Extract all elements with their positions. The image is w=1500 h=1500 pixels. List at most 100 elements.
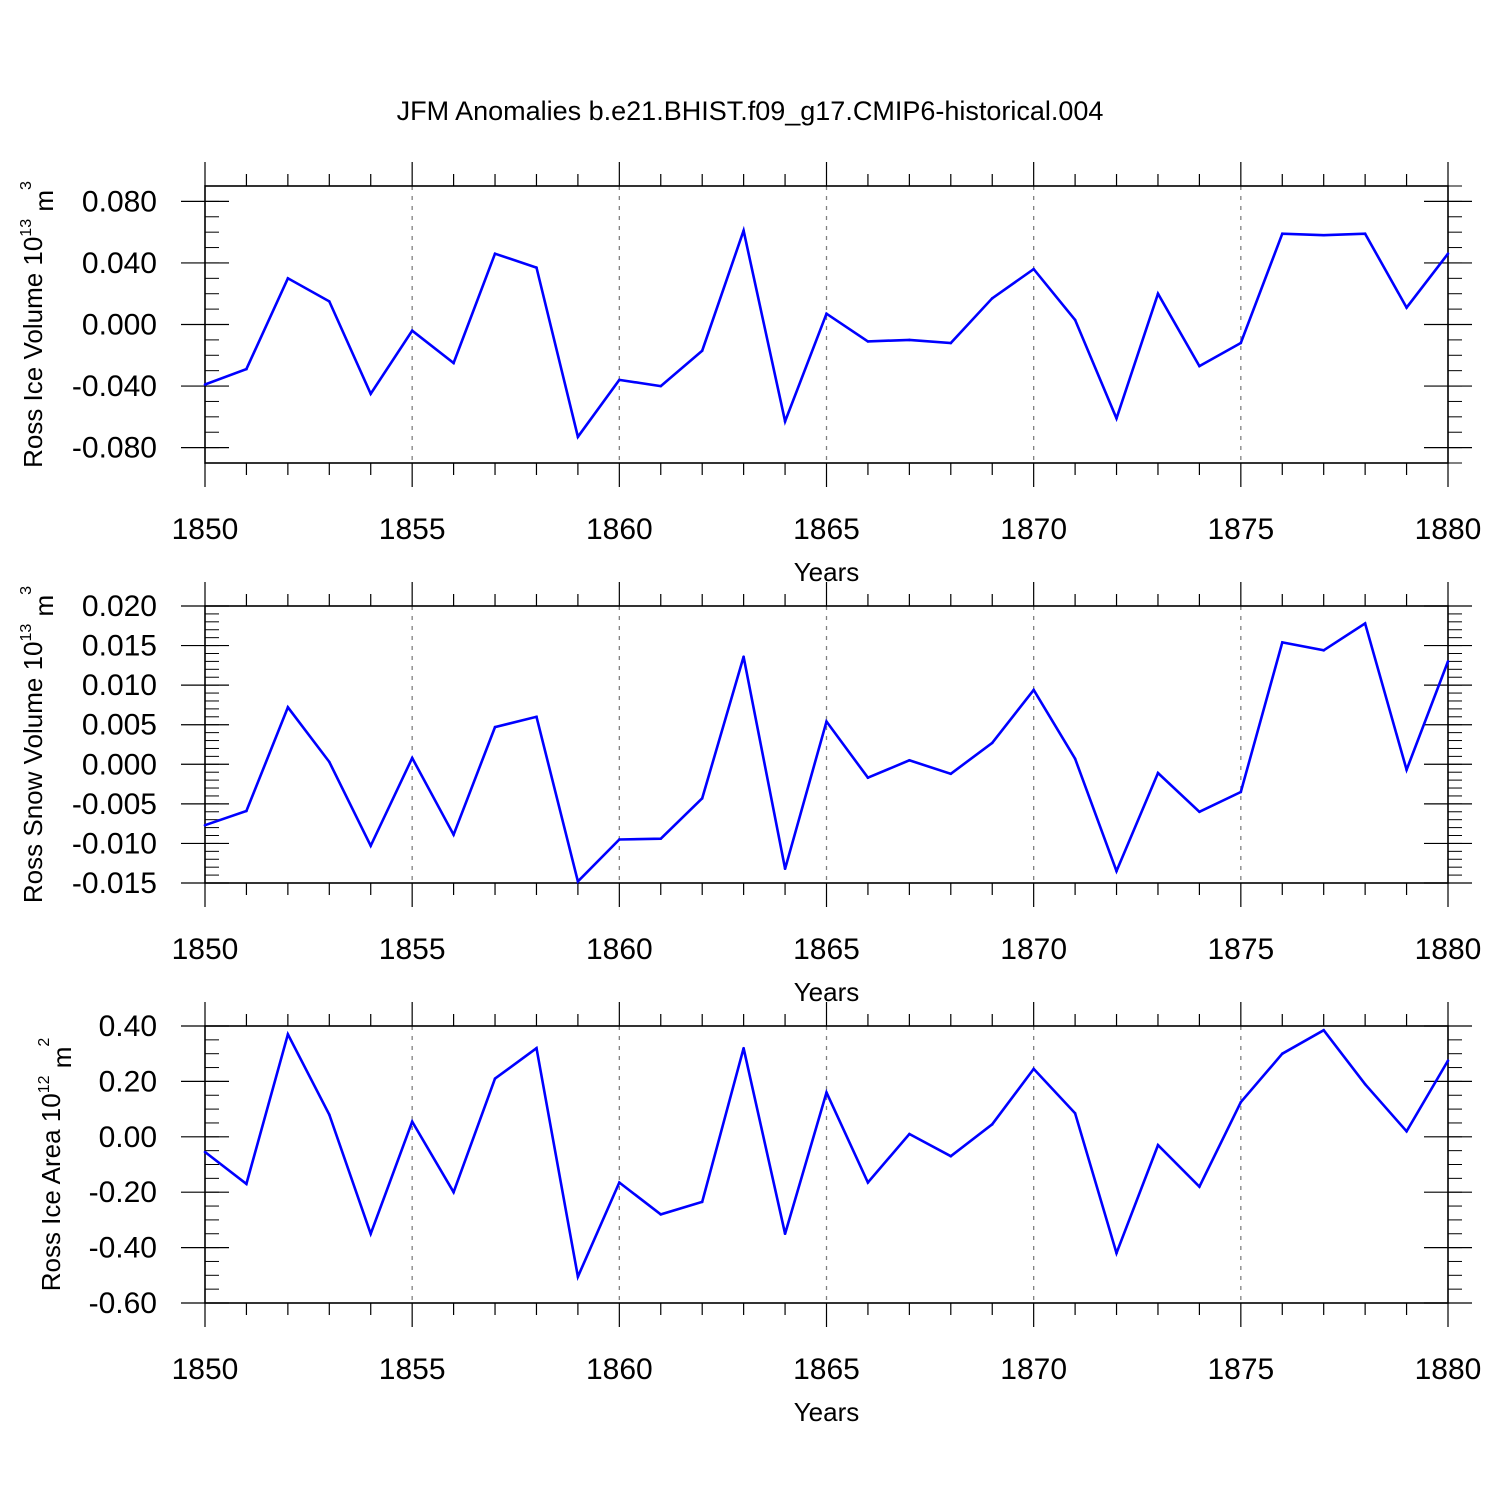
data-point (1363, 232, 1367, 236)
data-point (866, 340, 870, 343)
y-tick-label: -0.080 (72, 432, 157, 465)
x-tick-label: 1870 (1000, 933, 1067, 966)
data-point (369, 844, 373, 848)
data-point (1446, 1059, 1450, 1062)
y-tick-label: 0.040 (82, 247, 157, 280)
y-tick-label: -0.040 (72, 370, 157, 403)
data-point (1280, 232, 1284, 236)
data-point (203, 1150, 207, 1154)
data-point (1322, 649, 1325, 652)
data-point (328, 300, 331, 303)
data-point (866, 1181, 870, 1184)
data-point (1446, 660, 1450, 663)
data-point (535, 1046, 538, 1050)
data-point (286, 1033, 290, 1036)
data-point (742, 655, 745, 658)
x-tick-label: 1865 (793, 513, 860, 546)
x-tick-label: 1870 (1000, 1353, 1067, 1386)
data-point (328, 1113, 331, 1116)
data-point (493, 725, 497, 729)
data-point (825, 312, 828, 316)
x-tick-label: 1880 (1415, 1353, 1482, 1386)
data-point (286, 706, 290, 709)
x-tick-label: 1855 (379, 1353, 446, 1386)
x-tick-label: 1860 (586, 513, 653, 546)
data-point (1405, 306, 1408, 309)
y-tick-label: 0.00 (99, 1121, 157, 1154)
data-point (493, 1077, 497, 1080)
data-point (1115, 869, 1118, 873)
y-tick-label: 0.000 (82, 309, 157, 342)
data-point (1156, 771, 1160, 775)
data-point (245, 809, 248, 813)
data-point (245, 367, 248, 371)
data-point (949, 772, 953, 776)
data-point (742, 229, 745, 232)
data-point (1239, 1100, 1243, 1104)
data-point (1363, 622, 1367, 625)
series-line (204, 621, 1450, 884)
data-point (535, 266, 538, 269)
x-tick-label: 1855 (379, 933, 446, 966)
data-point (1198, 810, 1201, 814)
data-point (783, 867, 787, 871)
data-point (1446, 252, 1450, 256)
series-line (204, 225, 1450, 440)
data-point (990, 1123, 994, 1126)
y-axis-label: Ross Ice Area 1012 m2 (36, 1038, 77, 1292)
y-tick-label: -0.60 (89, 1287, 157, 1320)
y-tick-label: 0.40 (99, 1010, 157, 1043)
data-point (1032, 688, 1035, 692)
x-axis-label: Years (794, 1397, 860, 1427)
data-point (659, 837, 663, 840)
data-point (990, 297, 994, 300)
y-tick-label: 0.010 (82, 669, 157, 702)
data-point (576, 880, 580, 883)
data-point (452, 361, 455, 365)
data-point (949, 341, 953, 345)
y-tick-label: -0.20 (89, 1176, 157, 1209)
data-point (410, 1120, 414, 1123)
x-tick-label: 1880 (1415, 933, 1482, 966)
data-point (659, 1213, 663, 1216)
y-axis-label: Ross Ice Volume 1013 m3 (18, 181, 59, 468)
data-point (1032, 1067, 1035, 1071)
data-point (990, 741, 994, 745)
data-point (1198, 1185, 1201, 1188)
chart-panel-1: -0.080 -0.040 0.000 0.040 0.080 1850 1855 1860 1… (18, 162, 1481, 587)
chart-panel-3: -0.60 -0.40 -0.20 0.00 0.20 0.40 1850 1855 1860 1… (36, 1002, 1481, 1427)
x-tick-label: 1850 (172, 1353, 239, 1386)
data-point (908, 759, 911, 762)
x-tick-label: 1850 (172, 933, 239, 966)
y-tick-label: -0.005 (72, 788, 157, 821)
data-point (1073, 318, 1077, 322)
data-point (1115, 417, 1118, 420)
data-point (245, 1182, 248, 1186)
data-point (1032, 267, 1035, 271)
data-point (908, 1132, 911, 1136)
data-point (369, 1232, 373, 1236)
y-tick-label: 0.000 (82, 748, 157, 781)
data-point (783, 420, 787, 423)
x-tick-label: 1875 (1207, 933, 1274, 966)
x-tick-label: 1855 (379, 513, 446, 546)
data-point (742, 1046, 745, 1050)
x-tick-label: 1850 (172, 513, 239, 546)
data-point (410, 329, 414, 332)
x-tick-label: 1870 (1000, 513, 1067, 546)
data-point (203, 823, 207, 827)
data-point (1322, 1028, 1325, 1032)
data-point (825, 720, 828, 723)
data-point (369, 392, 373, 396)
data-point (1239, 790, 1243, 794)
x-tick-label: 1860 (586, 933, 653, 966)
data-point (1073, 757, 1077, 761)
x-tick-label: 1860 (586, 1353, 653, 1386)
data-point (1115, 1251, 1118, 1255)
y-tick-label: 0.005 (82, 709, 157, 742)
data-point (1322, 233, 1325, 237)
y-tick-label: -0.015 (72, 867, 157, 900)
data-point (1156, 292, 1160, 296)
y-tick-label: 0.020 (82, 590, 157, 623)
